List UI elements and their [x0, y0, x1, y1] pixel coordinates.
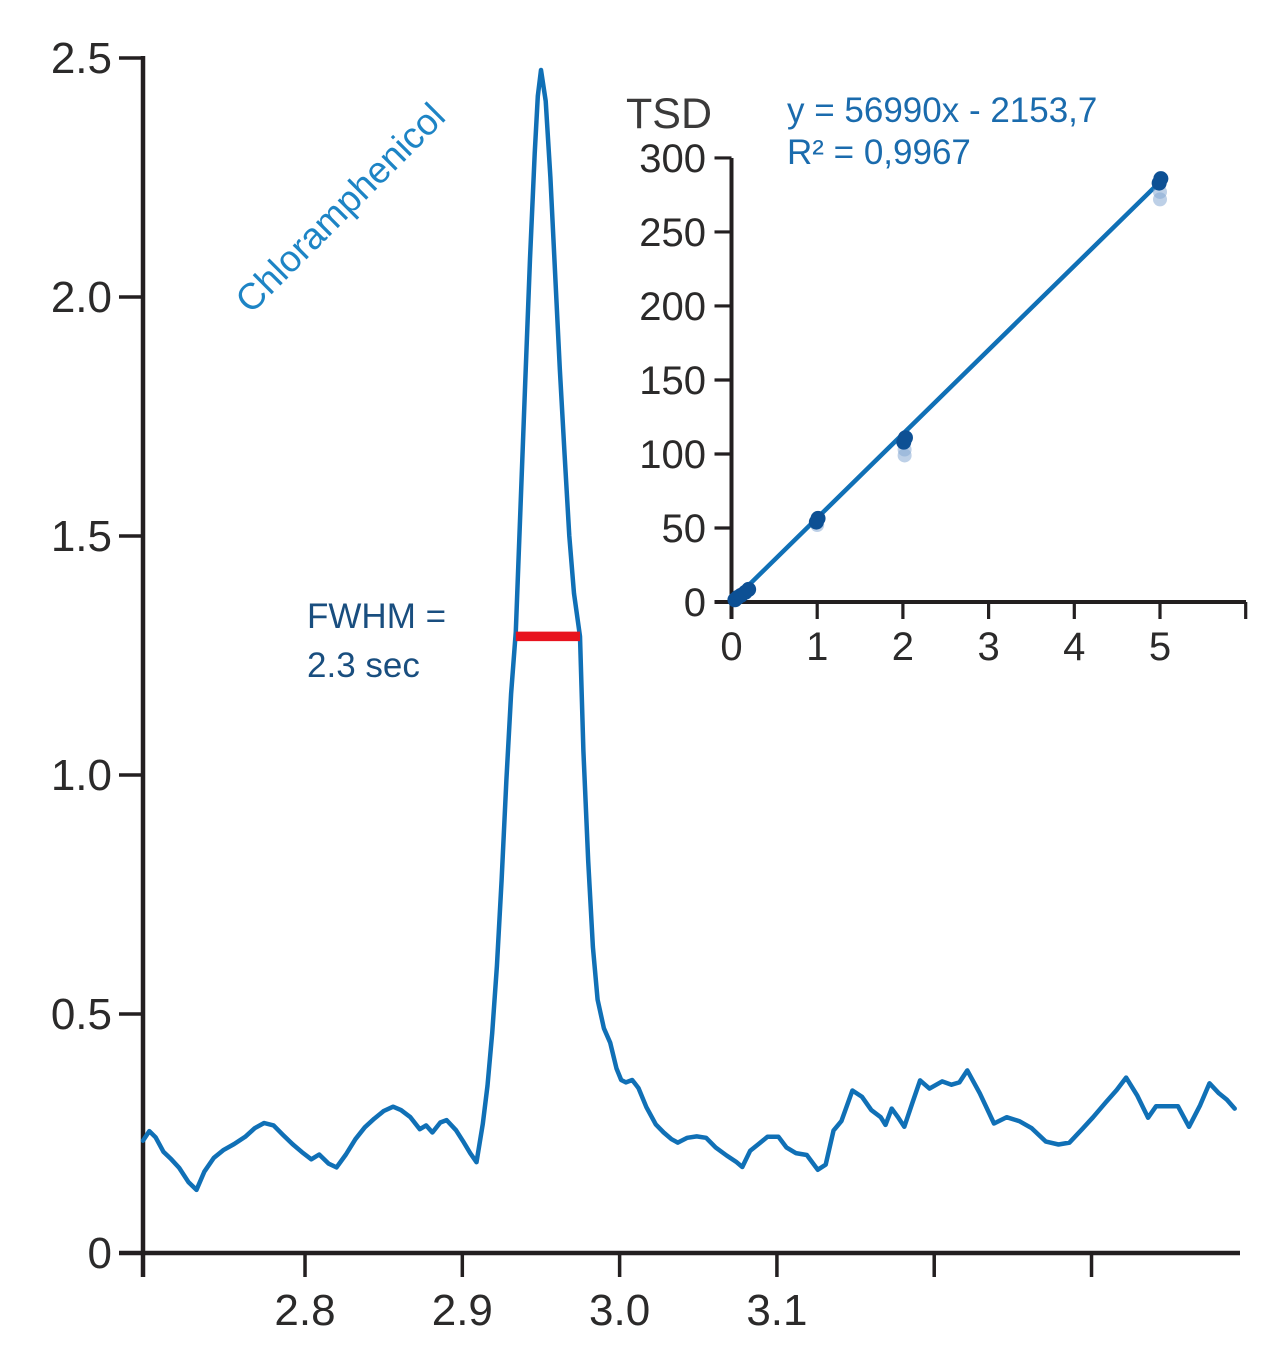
- inset-y-tick-label: 50: [662, 507, 707, 551]
- inset-y-tick-label: 300: [639, 137, 706, 181]
- main-x-tick-label: 3.0: [589, 1286, 650, 1335]
- main-y-tick-label: 2.0: [51, 273, 112, 322]
- regression-equation: y = 56990x - 2153,7 R² = 0,9967: [787, 90, 1097, 174]
- inset-y-tick-label: 200: [639, 285, 706, 329]
- fwhm-annotation-line1: FWHM =: [307, 597, 447, 636]
- equation-line: y = 56990x - 2153,7: [787, 91, 1098, 130]
- calibration-point: [1153, 171, 1169, 187]
- inset-y-tick-label: 0: [684, 581, 706, 625]
- chromatogram-plot: 2.8 2.9 3.0 3.1 0 0.5 1.0 1.5 2.0 2.5: [51, 34, 1240, 1335]
- inset-y-axis-title: TSD: [626, 90, 712, 138]
- main-y-tick-label: 0: [88, 1229, 112, 1278]
- inset-x-tick-label: 1: [806, 625, 828, 669]
- main-x-tick-label: 2.8: [274, 1286, 335, 1335]
- inset-x-tick-label: 4: [1063, 625, 1085, 669]
- inset-x-tick-label: 3: [977, 625, 999, 669]
- inset-y-tick-label: 250: [639, 211, 706, 255]
- regression-fit-line: [729, 177, 1164, 605]
- calibration-point: [741, 581, 757, 597]
- main-x-tick-label: 3.1: [746, 1286, 807, 1335]
- calibration-point: [897, 430, 913, 446]
- main-y-tick-label: 1.5: [51, 512, 112, 561]
- inset-y-tick-label: 150: [639, 359, 706, 403]
- inset-x-tick-label: 2: [892, 625, 914, 669]
- fwhm-annotation-line2: 2.3 sec: [307, 646, 420, 685]
- inset-x-tick-label: 0: [720, 625, 742, 669]
- fwhm-annotation: FWHM = 2.3 sec: [307, 592, 446, 690]
- main-y-tick-label: 2.5: [51, 34, 112, 83]
- inset-x-tick-label: 5: [1149, 625, 1171, 669]
- r-squared-line: R² = 0,9967: [787, 133, 971, 172]
- chromatogram-trace: [140, 67, 1237, 1193]
- main-y-tick-label: 0.5: [51, 990, 112, 1039]
- main-y-tick-label: 1.0: [51, 751, 112, 800]
- calibration-point-faded: [897, 448, 912, 463]
- main-x-tick-label: 2.9: [432, 1286, 493, 1335]
- calibration-point-faded: [1153, 192, 1167, 207]
- calibration-point: [810, 510, 826, 526]
- inset-y-tick-label: 100: [639, 433, 706, 477]
